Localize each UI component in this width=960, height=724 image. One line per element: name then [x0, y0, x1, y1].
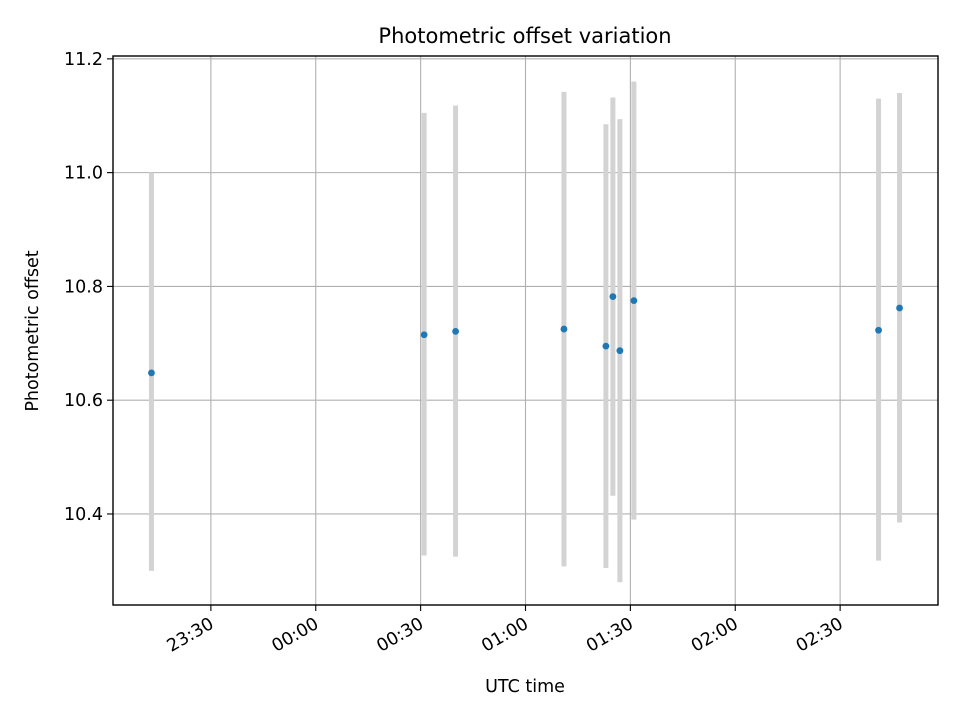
data-point — [148, 369, 155, 377]
y-tick-label: 11.0 — [64, 164, 103, 184]
grid-lines — [113, 56, 938, 605]
data-point — [630, 297, 638, 305]
data-point — [560, 325, 568, 333]
x-axis-label: UTC time — [485, 677, 565, 697]
y-tick-label: 10.6 — [64, 391, 103, 411]
y-tick-label: 11.2 — [64, 50, 103, 70]
y-tick-label: 10.8 — [64, 277, 103, 297]
chart-title: Photometric offset variation — [378, 24, 671, 48]
data-point — [609, 293, 617, 301]
data-point — [616, 347, 624, 355]
y-axis-label: Photometric offset — [23, 250, 43, 411]
data-point — [875, 326, 882, 334]
data-point — [452, 327, 459, 335]
data-point — [896, 304, 903, 312]
y-tick-label: 10.4 — [64, 505, 103, 525]
data-points — [148, 293, 903, 377]
y-axis-ticks: 10.4 10.6 10.8 11.0 11.2 — [64, 50, 113, 525]
data-point — [420, 331, 428, 339]
data-point — [602, 342, 610, 350]
